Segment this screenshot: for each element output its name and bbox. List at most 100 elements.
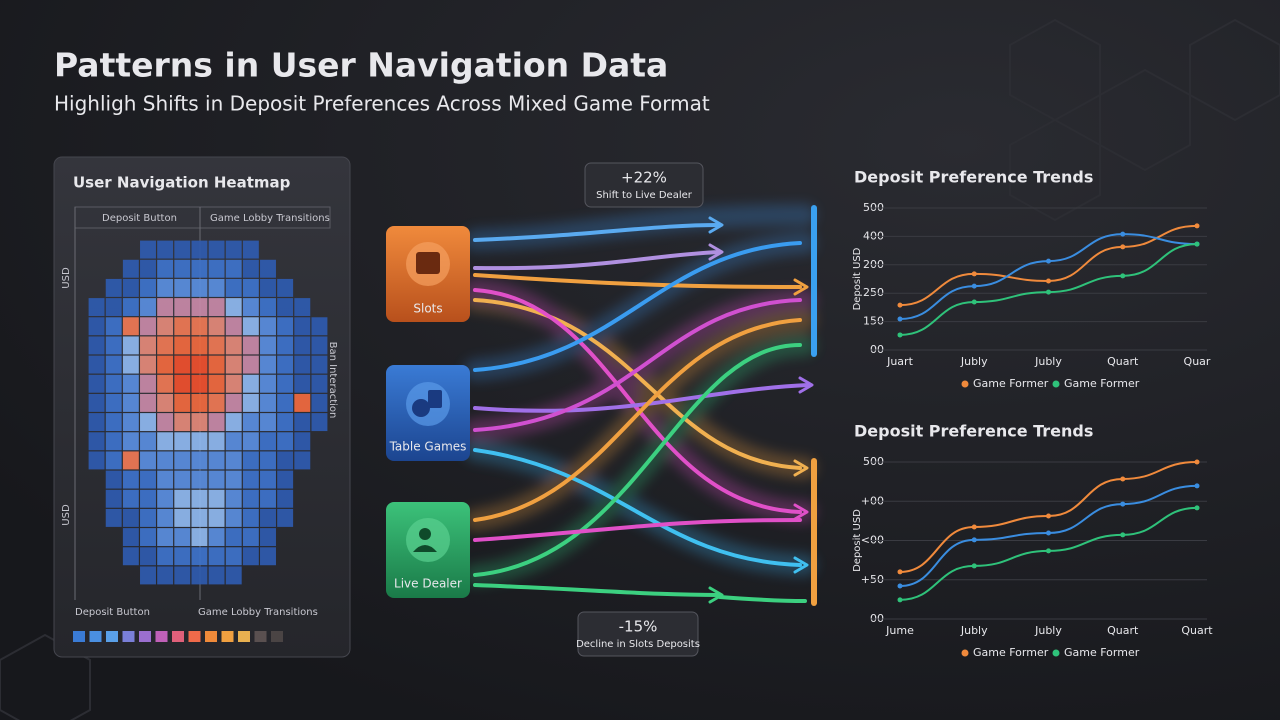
heat-cell: [191, 528, 208, 547]
heat-cell: [174, 489, 191, 508]
point: [1120, 532, 1126, 538]
heat-cell: [277, 317, 294, 336]
flow-ribbons: [464, 204, 816, 604]
heat-cell: [105, 432, 122, 451]
heat-cell: [208, 259, 225, 278]
legend-marker: [961, 380, 969, 388]
heatmap-grid: [88, 240, 328, 585]
swatch: [73, 631, 85, 642]
heat-cell: [122, 547, 139, 566]
heat-cell: [88, 336, 105, 355]
heat-cell: [294, 413, 311, 432]
callout: +22% Shift to Live Dealer: [584, 162, 704, 208]
heat-cell: [140, 355, 156, 374]
point: [1046, 258, 1051, 264]
y-axis-label: Deposit USD: [852, 509, 863, 572]
heat-cell: [260, 489, 276, 508]
heat-cell: [225, 240, 242, 259]
heat-cell: [260, 413, 276, 432]
point: [897, 316, 903, 322]
heat-cell: [277, 355, 294, 374]
heat-cell: [277, 278, 294, 297]
heat-cell: [191, 317, 208, 336]
heat-cell: [208, 566, 225, 585]
heat-cell: [140, 470, 156, 489]
heat-cell: [242, 528, 259, 547]
heat-cell: [174, 259, 191, 278]
heat-cell: [174, 508, 191, 527]
x-tick-label: Jubly: [1034, 624, 1062, 637]
heat-cell: [277, 393, 294, 412]
heat-cell: [294, 393, 311, 412]
point: [971, 299, 977, 305]
heat-cell: [122, 528, 139, 547]
heat-cell: [208, 451, 225, 470]
heat-cell: [157, 489, 174, 508]
point: [897, 332, 903, 338]
heat-cell: [122, 508, 139, 527]
heat-cell: [140, 432, 156, 451]
heat-cell: [174, 451, 191, 470]
heat-cell: [311, 374, 328, 393]
callout-text: Decline in Slots Deposits: [576, 639, 700, 650]
heat-cell: [105, 355, 122, 374]
heat-cell: [242, 259, 259, 278]
heat-cell: [122, 451, 139, 470]
heatmap-title: User Navigation Heatmap: [73, 174, 291, 192]
heat-cell: [277, 298, 294, 317]
point: [1194, 505, 1200, 511]
x-tick-label: Juart: [886, 355, 913, 368]
heat-cell: [105, 508, 122, 527]
heat-cell: [122, 355, 139, 374]
heat-cell: [174, 278, 191, 297]
heat-cell: [105, 278, 122, 297]
heat-cell: [208, 298, 225, 317]
heat-cell: [191, 374, 208, 393]
point: [1046, 513, 1051, 519]
heat-cell: [242, 489, 259, 508]
heat-cell: [242, 413, 259, 432]
heat-cell: [225, 278, 242, 297]
heat-cell: [277, 374, 294, 393]
swatch: [254, 631, 267, 642]
heat-cell: [157, 547, 174, 566]
heat-cell: [122, 374, 139, 393]
point: [897, 597, 903, 603]
heat-cell: [311, 355, 328, 374]
heat-cell: [260, 451, 276, 470]
heat-cell: [157, 432, 174, 451]
heat-cell: [242, 470, 259, 489]
point: [1120, 273, 1126, 279]
heat-cell: [225, 259, 242, 278]
heat-cell: [191, 547, 208, 566]
heat-cell: [105, 393, 122, 412]
point: [1194, 483, 1200, 489]
heat-cell: [140, 547, 156, 566]
heat-cell: [122, 298, 139, 317]
heat-cell: [260, 432, 276, 451]
heat-cell: [225, 413, 242, 432]
heat-cell: [157, 374, 174, 393]
heat-cell: [242, 508, 259, 527]
heat-cell: [242, 393, 259, 412]
heat-cell: [225, 508, 242, 527]
swatch: [106, 631, 118, 642]
heat-cell: [208, 489, 225, 508]
heat-cell: [105, 336, 122, 355]
swatch: [89, 631, 102, 642]
heat-cell: [208, 278, 225, 297]
heat-cell: [88, 432, 105, 451]
heat-cell: [242, 547, 259, 566]
point: [1046, 530, 1051, 536]
heat-cell: [157, 508, 174, 527]
heat-cell: [277, 508, 294, 527]
x-tick-label: Quart: [1107, 624, 1139, 637]
legend-label: Game Former: [1064, 646, 1140, 659]
heat-cell: [174, 393, 191, 412]
heat-cell: [225, 374, 242, 393]
swatch: [271, 631, 283, 642]
heat-cell: [157, 240, 174, 259]
